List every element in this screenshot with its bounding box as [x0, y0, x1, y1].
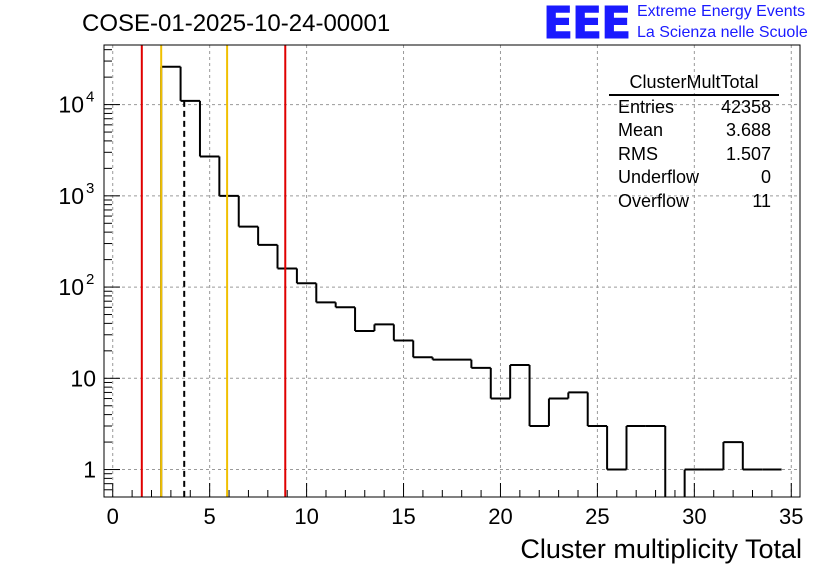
- x-tick-label: 0: [107, 504, 119, 529]
- y-tick-exponent: 3: [86, 180, 94, 197]
- x-tick-label: 35: [779, 504, 803, 529]
- y-tick-label: 10: [58, 274, 84, 300]
- stats-row: Mean 3.688: [609, 119, 779, 142]
- stats-value: 42358: [720, 97, 771, 117]
- stats-value: 11: [752, 190, 771, 211]
- stats-label: Entries: [618, 97, 675, 117]
- stats-row: Overflow 11: [609, 190, 779, 213]
- stats-row: Underflow 0: [609, 166, 779, 189]
- run-title: COSE-01-2025-10-24-00001: [82, 10, 391, 37]
- x-tick-label: 20: [488, 504, 512, 529]
- histogram-series: [160, 65, 782, 497]
- stats-value: 3.688: [725, 120, 771, 141]
- stats-label: Overflow: [618, 190, 690, 211]
- stats-title: ClusterMultTotal: [609, 71, 779, 96]
- stats-row: Entries 42358: [609, 96, 779, 119]
- x-tick-label: 5: [204, 504, 216, 529]
- x-tick-label: 25: [585, 504, 609, 529]
- y-tick-label: 10: [58, 183, 84, 209]
- stats-value: 1.507: [725, 143, 771, 164]
- x-axis-label: Cluster multiplicity Total: [520, 534, 802, 564]
- stats-value: 0: [760, 167, 771, 188]
- stats-label: Underflow: [618, 167, 700, 188]
- x-tick-label: 10: [294, 504, 318, 529]
- marker-lines: [140, 45, 287, 497]
- y-tick-exponent: 2: [86, 271, 94, 288]
- logo-line-2: La Scienza nelle Scuole: [637, 24, 808, 41]
- plot-frame: [103, 44, 801, 498]
- y-tick-exponent: 4: [86, 89, 94, 106]
- logo-line-1: Extreme Energy Events: [637, 3, 806, 20]
- x-tick-label: 30: [682, 504, 706, 529]
- stats-label: Mean: [618, 120, 664, 141]
- x-tick-label: 15: [391, 504, 415, 529]
- eee-logo: EEE: [542, 0, 631, 49]
- stats-box: ClusterMultTotal Entries 42358 Mean 3.688 …: [609, 71, 779, 211]
- stats-label: RMS: [618, 143, 658, 164]
- y-tick-label: 1: [83, 457, 96, 483]
- y-tick-label: 10: [70, 365, 96, 391]
- y-tick-label: 10: [58, 92, 84, 118]
- stats-row: RMS 1.507: [609, 143, 779, 166]
